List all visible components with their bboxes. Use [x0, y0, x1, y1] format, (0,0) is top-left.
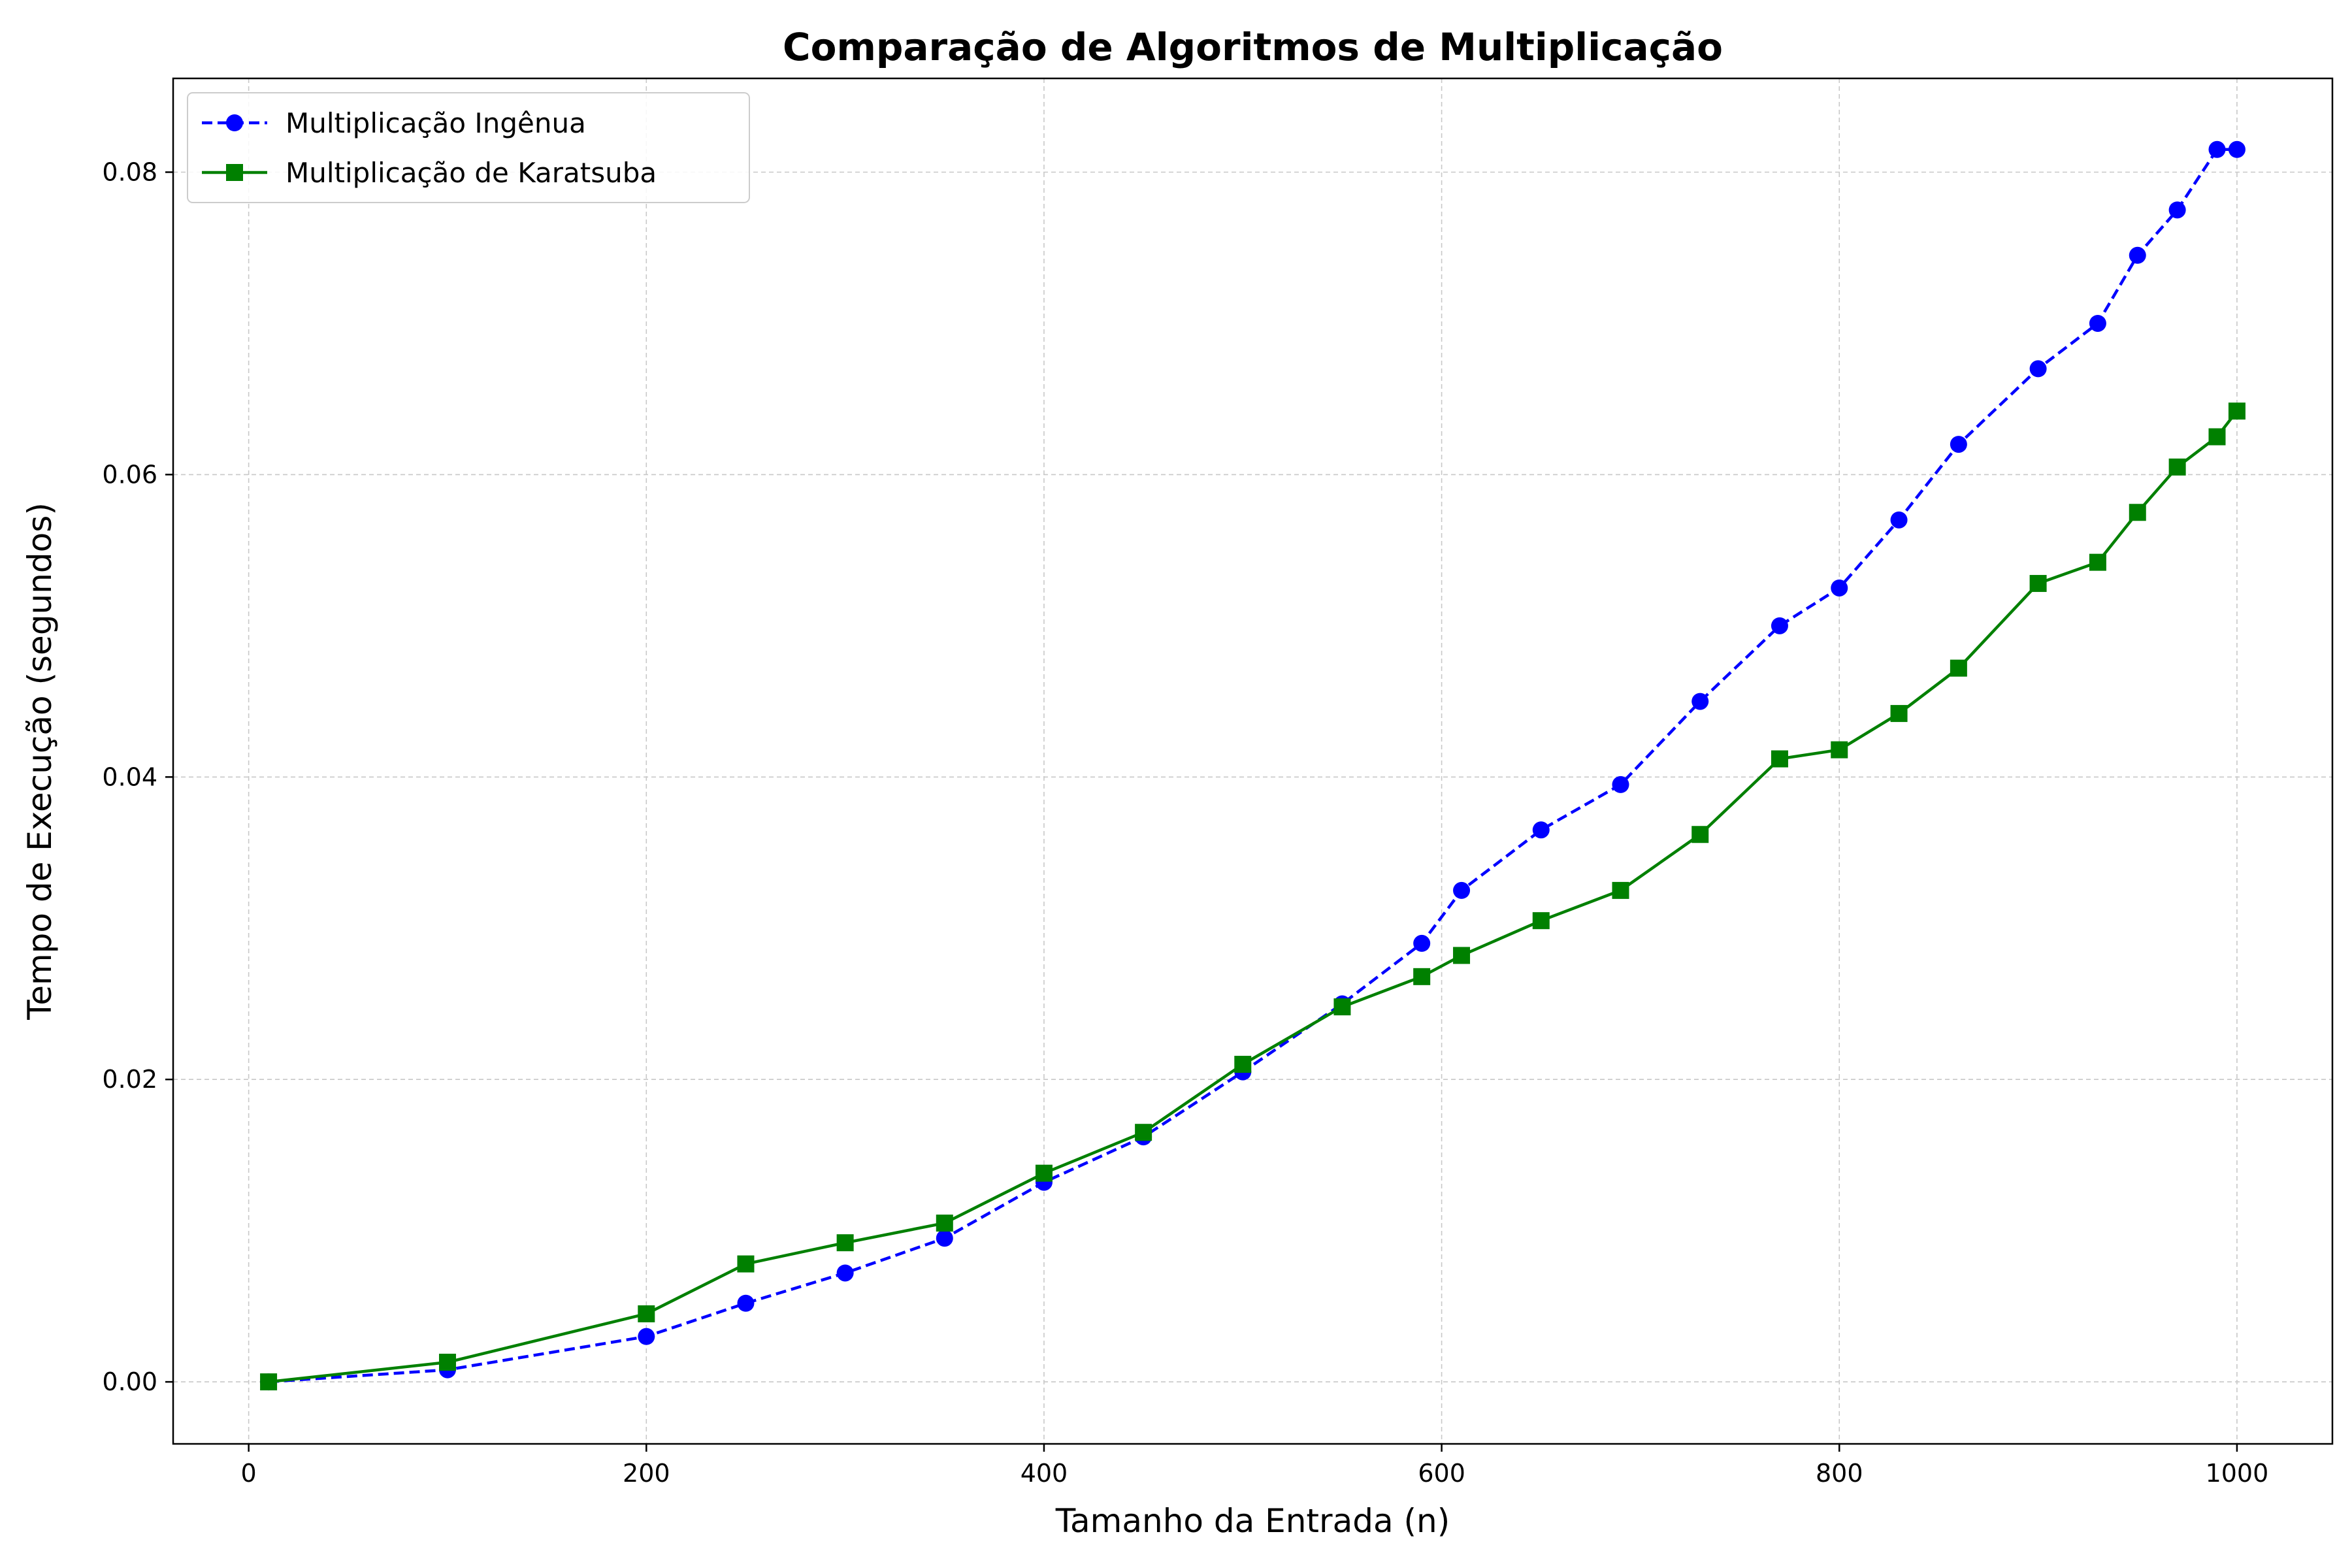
x-axis-label: Tamanho da Entrada (n) [1055, 1502, 1450, 1540]
series-1-point [2228, 140, 2246, 158]
x-tick-label: 800 [1816, 1459, 1863, 1488]
chart-title: Comparação de Algoritmos de Multiplicaçã… [783, 25, 1723, 69]
series-2-point [1413, 968, 1431, 985]
series-2-point [1771, 750, 1788, 768]
series-2-point [1612, 881, 1629, 899]
y-tick-label: 0.00 [102, 1367, 157, 1396]
series-2-point [1831, 741, 1848, 759]
series-1-point [836, 1264, 854, 1282]
legend-label: Multiplicação de Karatsuba [286, 157, 657, 189]
series-layer [260, 140, 2246, 1391]
legend-box [187, 92, 750, 203]
series-2 [260, 402, 2246, 1391]
series-2-point [1532, 912, 1550, 930]
legend-label: Multiplicação Ingênua [286, 107, 586, 139]
legend-entry: Multiplicação de Karatsuba [202, 157, 657, 189]
series-2-point [2029, 575, 2047, 593]
series-2-point [737, 1255, 755, 1273]
series-1-point [2089, 314, 2106, 332]
series-2-point [638, 1305, 655, 1322]
y-tick-label: 0.08 [102, 157, 157, 186]
legend-marker [226, 114, 243, 131]
y-tick-label: 0.06 [102, 460, 157, 489]
series-1-point [1771, 617, 1788, 634]
series-2-point [1950, 659, 1967, 677]
series-1-point [2208, 140, 2226, 158]
series-1-point [1453, 881, 1471, 899]
series-1-point [638, 1328, 655, 1345]
series-1-point [1691, 693, 1709, 710]
plot-area-frame [172, 77, 2334, 1445]
series-2-point [1453, 947, 1471, 964]
series-2-point [936, 1215, 953, 1232]
series-2-point [1035, 1164, 1053, 1182]
legend-marker [226, 164, 243, 181]
series-2-point [438, 1354, 456, 1371]
series-1-point [1532, 821, 1550, 839]
series-1-point [1612, 776, 1629, 793]
series-1-point [2129, 246, 2146, 264]
series-1-point [1950, 436, 1967, 453]
x-tick-label: 600 [1418, 1459, 1465, 1488]
axis-ticks: 0 200 400 600 800 1000 0.00 0.02 0.04 0.06 0.08 [102, 157, 2268, 1488]
series-2-point [2228, 402, 2246, 420]
series-2-point [836, 1234, 854, 1252]
gridlines [173, 78, 2332, 1444]
y-axis-label: Tempo de Execução (segundos) [21, 502, 59, 1021]
series-1-point [1890, 511, 1908, 529]
series-1-point [1413, 934, 1431, 952]
series-2-point [1691, 826, 1709, 843]
series-1 [260, 140, 2246, 1391]
y-tick-label: 0.04 [102, 762, 157, 791]
x-tick-label: 400 [1021, 1459, 1068, 1488]
series-2-point [1234, 1056, 1252, 1073]
series-2-point [2168, 458, 2186, 476]
series-1-point [936, 1230, 953, 1247]
series-2-point [260, 1373, 278, 1391]
x-tick-label: 200 [623, 1459, 670, 1488]
legend-entry: Multiplicação Ingênua [202, 107, 586, 139]
y-tick-label: 0.02 [102, 1065, 157, 1094]
series-1-point [2168, 201, 2186, 219]
series-2-point [1890, 705, 1908, 723]
series-2-point [2089, 553, 2106, 571]
series-1-point [737, 1294, 755, 1312]
series-2-point [2129, 504, 2146, 521]
x-tick-label: 1000 [2206, 1459, 2269, 1488]
series-2-point [1333, 998, 1351, 1016]
legend: Multiplicação Ingênua Multiplicação de Ka… [187, 92, 750, 203]
series-2-point [1135, 1124, 1152, 1141]
series-1-point [2029, 360, 2047, 378]
x-tick-label: 0 [241, 1459, 257, 1488]
series-2-point [2208, 428, 2226, 446]
series-1-point [1831, 579, 1848, 596]
